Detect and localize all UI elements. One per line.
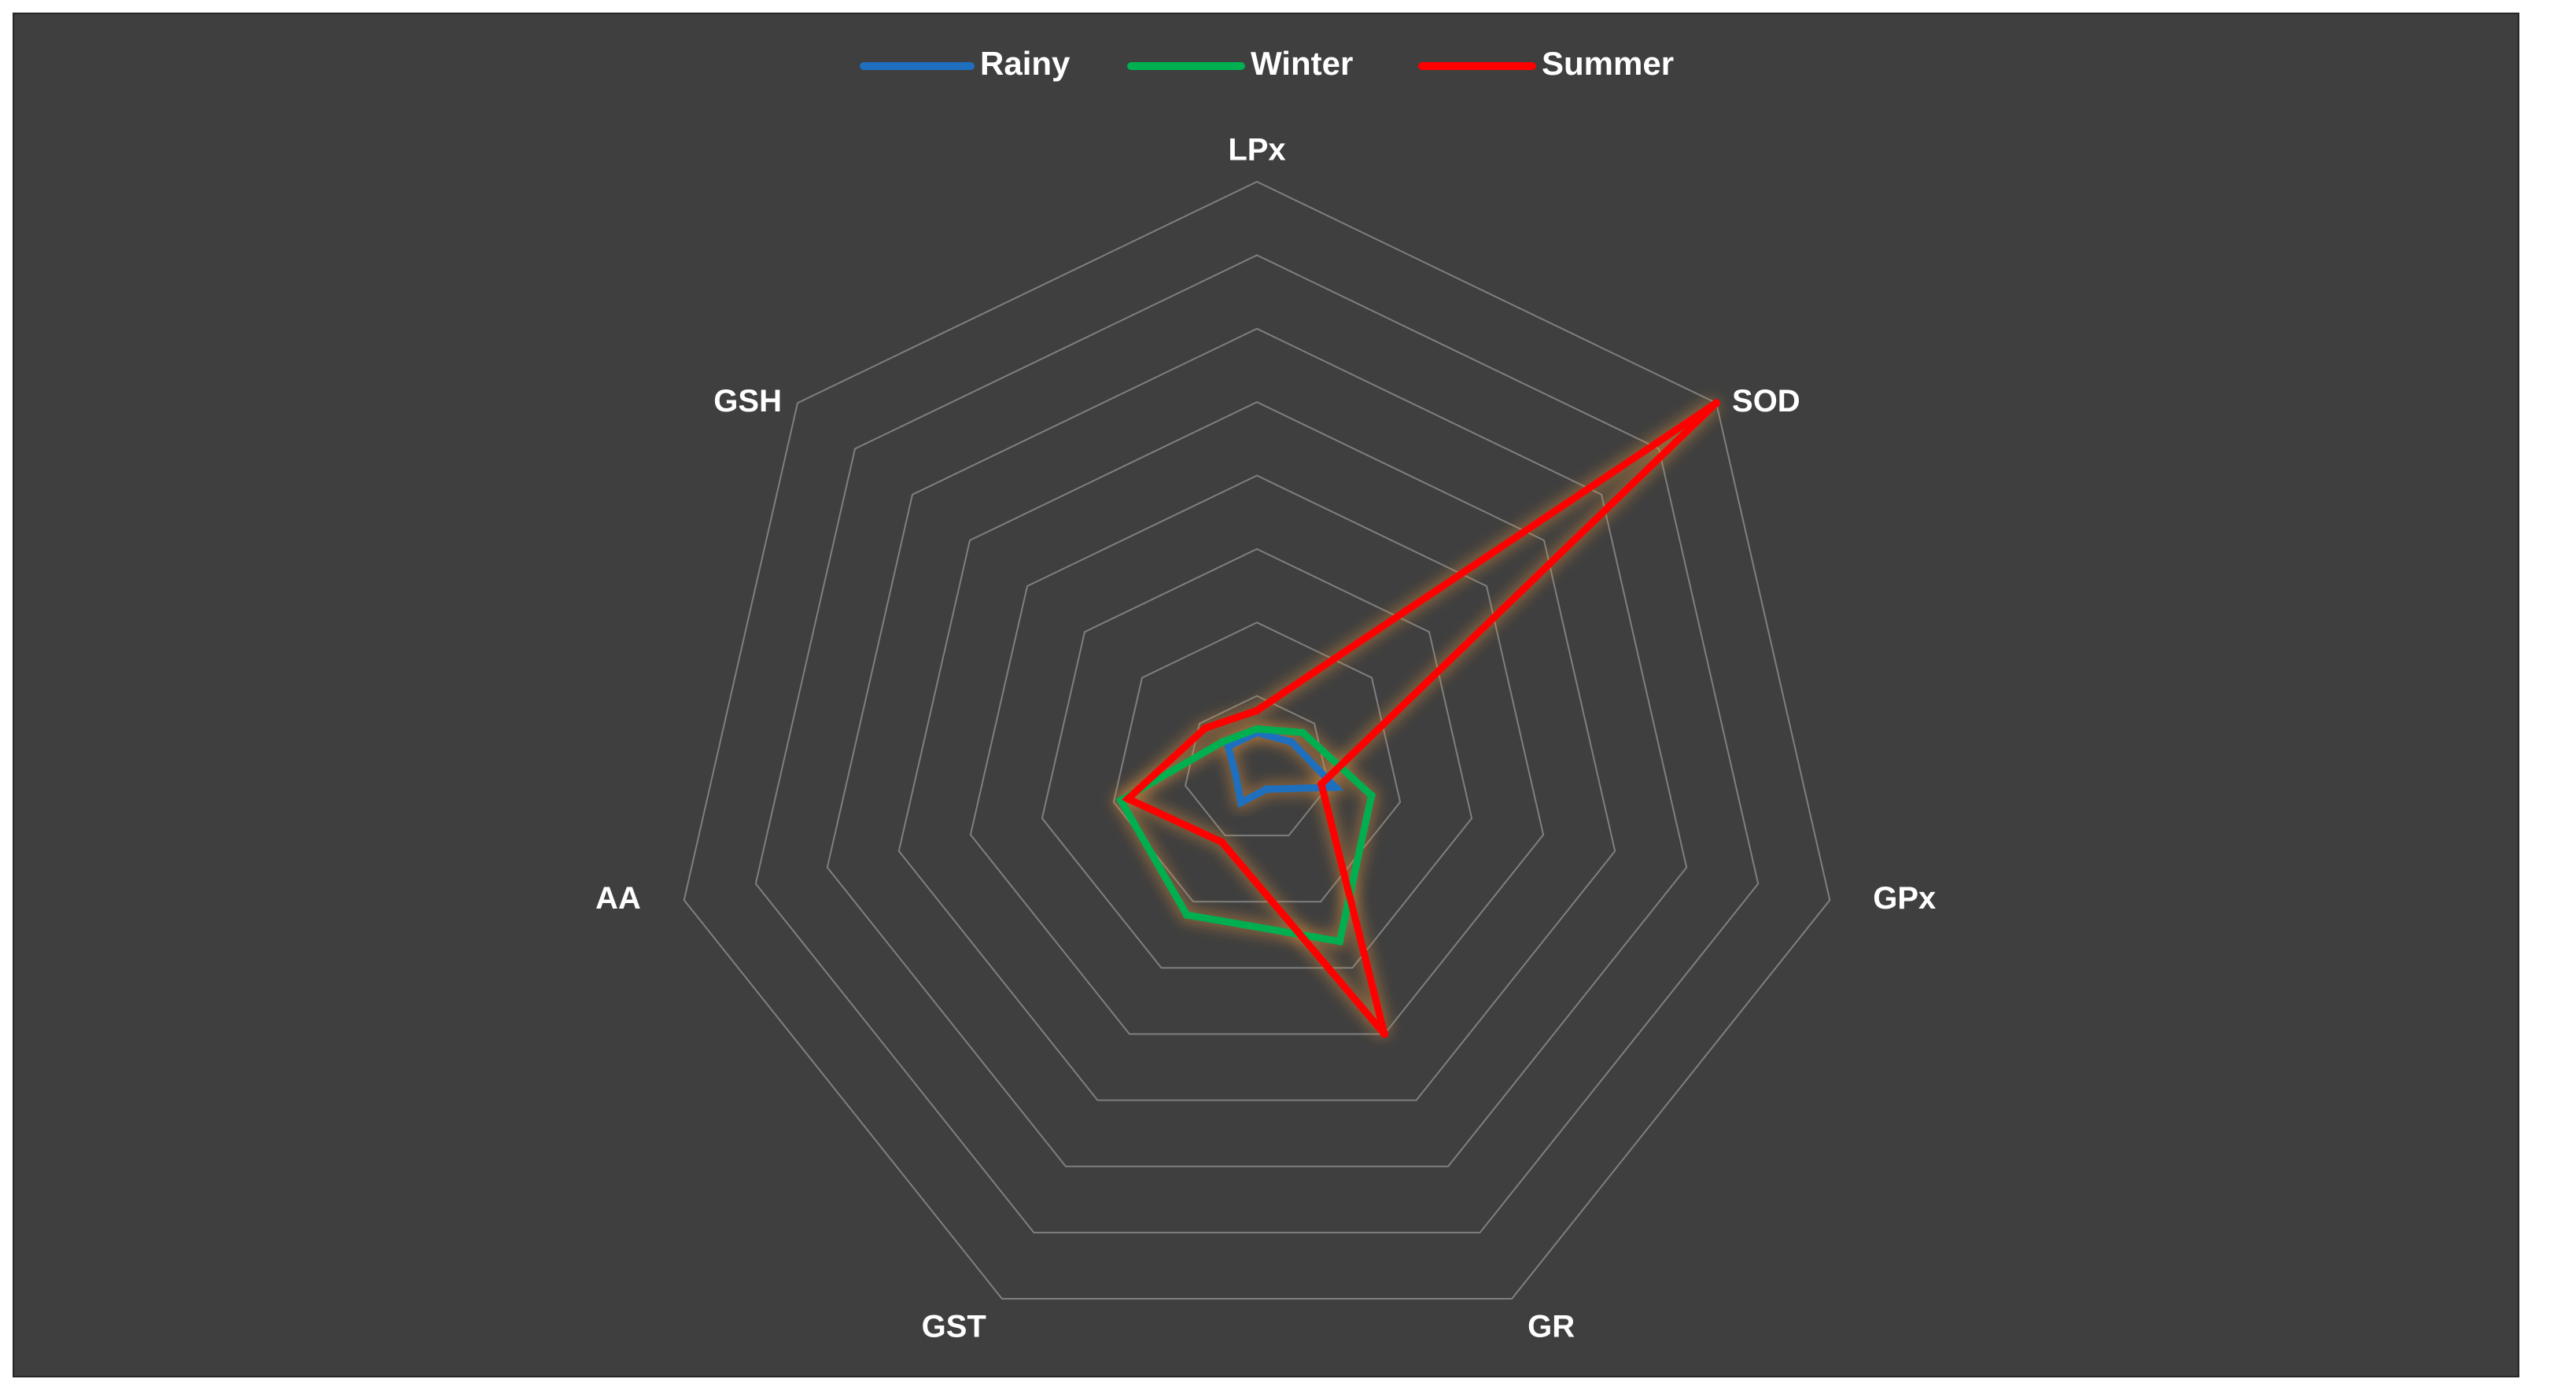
point-summer-gst xyxy=(1218,838,1226,846)
point-rainy-sod xyxy=(1287,738,1295,747)
legend-label-summer: Summer xyxy=(1542,45,1674,82)
legend: Rainy Winter Summer xyxy=(860,45,1674,82)
point-rainy-gsh xyxy=(1224,742,1233,750)
axis-label-gpx: GPx xyxy=(1873,881,1936,916)
radar-chart: LPx SOD GPx GR GST AA GSH Rainy Winter Summer xyxy=(595,45,1936,1344)
point-summer-gr xyxy=(1380,1030,1389,1038)
legend-label-winter: Winter xyxy=(1251,45,1353,82)
series-glow-summer xyxy=(1116,397,1721,1038)
axis-label-gst: GST xyxy=(922,1310,986,1344)
axis-label-sod: SOD xyxy=(1732,384,1800,418)
point-winter-gsh xyxy=(1218,738,1227,747)
point-rainy-aa xyxy=(1231,770,1240,779)
point-rainy-gpx xyxy=(1332,783,1340,791)
point-winter-gr xyxy=(1336,937,1344,946)
point-summer-sod xyxy=(1712,399,1720,407)
point-winter-gst xyxy=(1182,911,1191,920)
grid-ring-3 xyxy=(1041,548,1473,969)
chart-frame: LPx SOD GPx GR GST AA GSH Rainy Winter Summer xyxy=(13,13,2519,1377)
series-layer xyxy=(1115,399,1720,1038)
axis-label-gsh: GSH xyxy=(713,384,782,418)
point-rainy-gr xyxy=(1262,785,1271,794)
radar-grid xyxy=(683,180,1831,1300)
grid-ring-7 xyxy=(754,254,1760,1233)
point-summer-gsh xyxy=(1201,724,1210,732)
point-rainy-gst xyxy=(1236,798,1245,807)
axis-label-gr: GR xyxy=(1528,1310,1575,1344)
point-winter-aa xyxy=(1117,796,1125,805)
point-winter-sod xyxy=(1299,728,1307,737)
series-line-summer xyxy=(1122,400,1719,1037)
point-summer-aa xyxy=(1124,795,1133,803)
axis-label-lpx: LPx xyxy=(1228,133,1285,168)
grid-ring-6 xyxy=(826,327,1688,1167)
series-line-winter xyxy=(1115,725,1376,946)
legend-label-rainy: Rainy xyxy=(980,45,1071,82)
grid-ring-8 xyxy=(683,180,1831,1300)
grid-ring-2 xyxy=(1112,621,1402,903)
point-winter-gpx xyxy=(1367,791,1376,800)
point-summer-lpx xyxy=(1253,706,1261,715)
axis-label-aa: AA xyxy=(595,881,641,916)
point-summer-gpx xyxy=(1317,780,1325,788)
grid-ring-4 xyxy=(969,474,1545,1035)
point-winter-lpx xyxy=(1253,724,1261,733)
series-line-rainy xyxy=(1224,728,1344,808)
axis-labels: LPx SOD GPx GR GST AA GSH xyxy=(595,133,1936,1344)
grid-ring-5 xyxy=(897,400,1616,1101)
